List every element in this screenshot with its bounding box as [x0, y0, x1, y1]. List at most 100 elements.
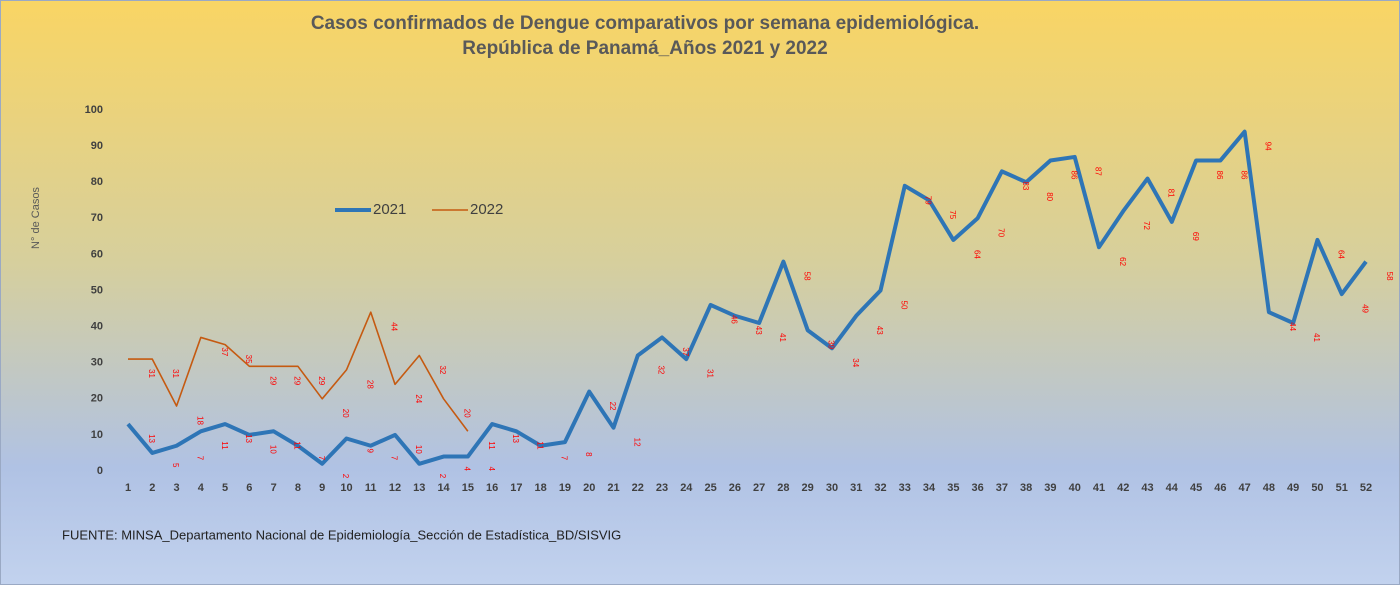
x-tick-label: 3: [173, 482, 179, 494]
y-tick-label: 80: [91, 176, 103, 188]
x-tick-label: 9: [319, 482, 325, 494]
y-tick-label: 40: [91, 321, 103, 333]
data-label: 62: [1118, 257, 1127, 266]
data-label: 28: [365, 380, 374, 389]
data-label: 10: [414, 445, 423, 454]
data-label: 11: [487, 441, 496, 450]
data-label: 11: [535, 441, 544, 450]
x-tick-label: 11: [365, 482, 377, 494]
y-axis-label: N° de Casos: [30, 187, 42, 249]
x-tick-label: 19: [559, 482, 571, 494]
data-label: 11: [220, 441, 229, 450]
data-label: 35: [244, 355, 253, 364]
y-tick-label: 90: [91, 140, 103, 152]
data-label: 86: [1069, 171, 1078, 180]
data-label: 20: [463, 409, 472, 418]
x-tick-label: 52: [1360, 482, 1372, 494]
x-tick-label: 1: [125, 482, 131, 494]
data-label: 58: [1385, 272, 1394, 281]
x-tick-label: 5: [222, 482, 228, 494]
y-tick-label: 60: [91, 248, 103, 260]
x-tick-label: 28: [777, 482, 789, 494]
y-tick-label: 0: [97, 465, 103, 477]
x-tick-label: 44: [1166, 482, 1179, 494]
x-tick-label: 41: [1093, 482, 1105, 494]
data-label: 43: [754, 326, 763, 335]
x-tick-label: 16: [486, 482, 498, 494]
data-label: 72: [1142, 221, 1151, 230]
data-label: 94: [1264, 142, 1273, 151]
y-tick-label: 10: [91, 429, 103, 441]
data-label: 7: [196, 456, 205, 461]
x-tick-label: 43: [1141, 482, 1153, 494]
x-tick-label: 7: [271, 482, 277, 494]
data-label: 37: [681, 347, 690, 356]
x-tick-label: 23: [656, 482, 668, 494]
data-label: 5: [171, 463, 180, 468]
data-label: 80: [1045, 192, 1054, 201]
data-label: 13: [147, 434, 156, 443]
x-tick-label: 42: [1117, 482, 1129, 494]
y-tick-label: 20: [91, 393, 103, 405]
x-tick-label: 18: [535, 482, 547, 494]
data-label: 20: [341, 409, 350, 418]
data-label: 58: [802, 272, 811, 281]
data-label: 12: [632, 438, 641, 447]
x-tick-label: 45: [1190, 482, 1202, 494]
x-tick-label: 33: [899, 482, 911, 494]
x-tick-label: 13: [413, 482, 425, 494]
data-label: 34: [851, 358, 860, 367]
y-tick-label: 70: [91, 212, 103, 224]
x-tick-label: 30: [826, 482, 838, 494]
x-tick-label: 31: [850, 482, 862, 494]
data-label: 7: [390, 456, 399, 461]
data-label: 29: [268, 376, 277, 385]
x-tick-label: 22: [632, 482, 644, 494]
x-tick-label: 49: [1287, 482, 1299, 494]
data-label: 22: [608, 402, 617, 411]
x-tick-label: 8: [295, 482, 301, 494]
data-label: 50: [899, 301, 908, 310]
data-label: 18: [196, 416, 205, 425]
y-tick-label: 100: [85, 104, 103, 116]
data-label: 29: [293, 376, 302, 385]
chart-subtitle: República de Panamá_Años 2021 y 2022: [462, 38, 827, 59]
data-label: 39: [827, 340, 836, 349]
data-label: 10: [268, 445, 277, 454]
legend-label: 2022: [470, 201, 503, 218]
data-label: 37: [220, 347, 229, 356]
data-label: 31: [147, 369, 156, 378]
data-label: 75: [948, 210, 957, 219]
data-label: 4: [463, 467, 472, 472]
x-tick-label: 27: [753, 482, 765, 494]
data-label: 70: [997, 228, 1006, 237]
data-label: 32: [657, 365, 666, 374]
data-label: 64: [972, 250, 981, 259]
data-label: 81: [1166, 189, 1175, 198]
data-label: 8: [584, 452, 593, 457]
x-tick-label: 12: [389, 482, 401, 494]
x-tick-label: 47: [1239, 482, 1251, 494]
x-tick-label: 40: [1069, 482, 1081, 494]
x-tick-label: 21: [607, 482, 619, 494]
x-tick-label: 6: [246, 482, 252, 494]
data-label: 9: [365, 449, 374, 454]
data-label: 7: [317, 456, 326, 461]
x-tick-label: 48: [1263, 482, 1275, 494]
data-label: 24: [414, 394, 423, 403]
data-label: 46: [730, 315, 739, 324]
data-label: 69: [1191, 232, 1200, 241]
data-label: 2: [438, 474, 447, 479]
x-tick-label: 34: [923, 482, 936, 494]
x-tick-label: 20: [583, 482, 595, 494]
x-tick-label: 17: [510, 482, 522, 494]
data-label: 49: [1361, 304, 1370, 313]
data-label: 41: [1312, 333, 1321, 342]
x-tick-label: 4: [198, 482, 205, 494]
data-label: 2: [341, 474, 350, 479]
data-label: 87: [1094, 167, 1103, 176]
data-label: 44: [1288, 322, 1297, 331]
data-label: 31: [705, 369, 714, 378]
data-label: 44: [390, 322, 399, 331]
series-line: [126, 129, 1368, 466]
